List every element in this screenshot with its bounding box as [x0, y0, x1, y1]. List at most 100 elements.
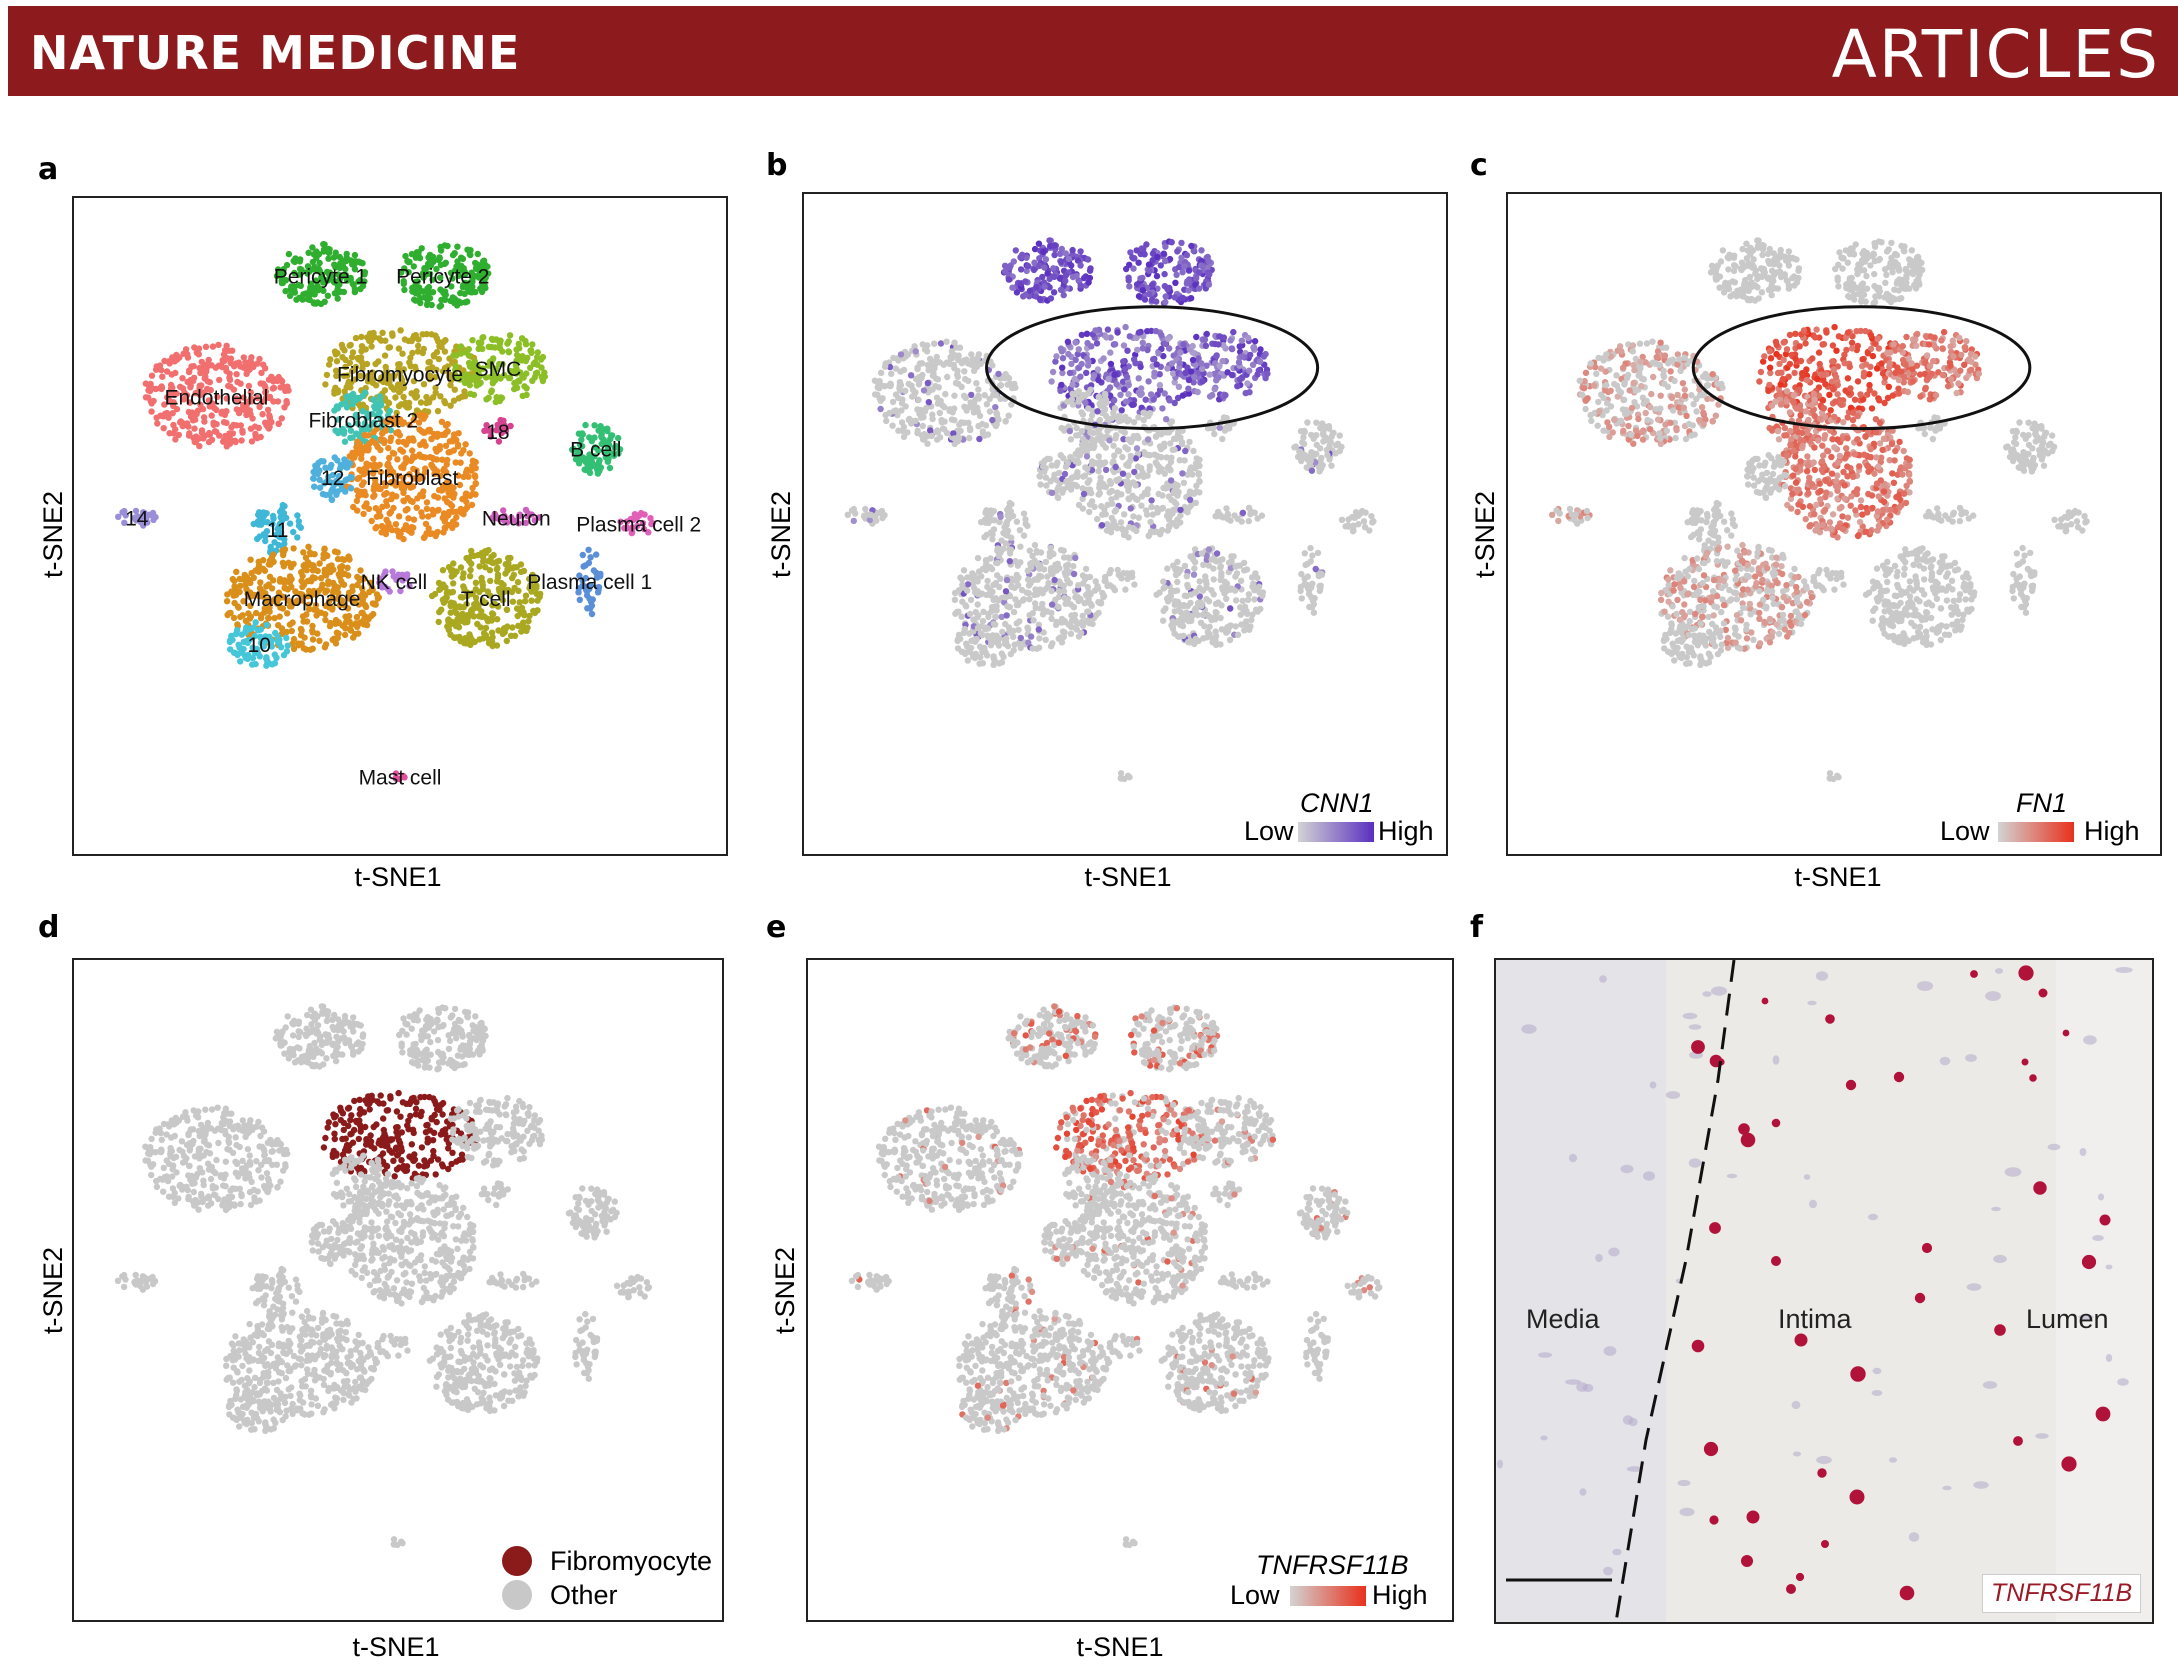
cell-point [1101, 573, 1109, 581]
cell-point [262, 537, 269, 545]
cell-point [1161, 270, 1168, 278]
cell-point [398, 401, 405, 408]
cell-point [370, 455, 377, 462]
cell-point [1187, 612, 1194, 619]
cell-point [1114, 566, 1121, 574]
cell-point [479, 365, 487, 372]
cell-point [177, 419, 184, 426]
cell-point [1026, 596, 1033, 603]
cell-point [582, 574, 589, 582]
cell-point [388, 479, 396, 487]
cell-point [1084, 583, 1091, 591]
cell-point [516, 599, 523, 606]
cell-point [1125, 472, 1132, 479]
cell-point [1072, 356, 1079, 364]
cell-point [447, 609, 454, 616]
cell-point [993, 409, 1000, 416]
cell-point [1206, 271, 1213, 278]
cell-point [325, 246, 332, 253]
cell-point [1081, 472, 1089, 479]
cell-point [1078, 441, 1086, 448]
cell-point [1025, 626, 1032, 633]
tsne-scatter-b [844, 237, 1377, 783]
cell-point [472, 458, 479, 466]
cell-point [1190, 373, 1198, 380]
cell-point [579, 431, 586, 438]
cell-point [294, 534, 301, 541]
cell-point [1040, 248, 1047, 256]
cell-point [1065, 621, 1072, 628]
cell-point [374, 595, 382, 602]
cell-point [1191, 546, 1199, 553]
cell-point [283, 628, 290, 636]
cell-point [1134, 463, 1142, 470]
cell-point [1151, 451, 1158, 458]
cell-point [1122, 586, 1129, 593]
cell-point [505, 348, 512, 355]
cell-point [401, 336, 409, 343]
cell-point [494, 421, 501, 429]
cell-point [1073, 626, 1080, 633]
cell-point [959, 598, 966, 605]
cell-point [381, 439, 388, 446]
cell-point [415, 419, 423, 426]
cell-point [420, 488, 427, 495]
cell-point [990, 596, 997, 603]
cell-point [1125, 277, 1132, 284]
cell-point [1300, 440, 1308, 447]
cell-point [482, 284, 489, 292]
cell-point [1065, 554, 1072, 561]
cell-point [502, 561, 509, 568]
cell-point [194, 407, 202, 414]
cell-point [1073, 483, 1081, 490]
cell-point [1127, 505, 1134, 512]
cell-point [475, 613, 483, 620]
cluster-label: NK cell [361, 571, 428, 594]
cell-point [897, 381, 905, 389]
cell-point [454, 443, 462, 450]
cell-point [1167, 477, 1175, 484]
cell-point [414, 342, 422, 350]
cell-point [1057, 286, 1065, 293]
cell-point [596, 572, 603, 580]
cell-point [437, 302, 445, 309]
panel-label-c: c [1470, 148, 1488, 183]
cell-point [951, 440, 958, 447]
cell-point [963, 603, 970, 610]
cell-point [482, 274, 489, 282]
cell-point [169, 384, 176, 392]
cell-point [1078, 618, 1085, 626]
cell-point [399, 480, 406, 487]
cell-point [500, 588, 508, 595]
cell-point [1068, 360, 1075, 368]
cell-point [1167, 419, 1174, 427]
cell-point [230, 649, 238, 656]
cell-point [1355, 521, 1362, 528]
cell-point [1342, 523, 1349, 530]
cell-point [410, 377, 418, 385]
cell-point [1254, 515, 1261, 522]
cell-point [345, 378, 352, 386]
cell-point [526, 612, 533, 620]
cell-point [448, 567, 455, 575]
cell-point [1039, 611, 1047, 618]
cell-point [482, 374, 490, 381]
cell-point [501, 372, 508, 379]
cell-point [1179, 269, 1186, 276]
cell-point [510, 571, 517, 579]
cell-point [183, 392, 191, 399]
cell-point [1106, 570, 1113, 577]
cell-point [1220, 414, 1228, 421]
cell-point [320, 241, 327, 248]
cell-point [374, 404, 382, 411]
cell-point [970, 616, 977, 623]
cell-point [898, 407, 905, 414]
cell-point [1232, 623, 1239, 630]
cell-point [1037, 586, 1044, 593]
cell-point [200, 435, 207, 442]
cell-point [386, 374, 393, 381]
cell-point [371, 492, 378, 499]
cell-point [932, 382, 939, 390]
cell-point [1184, 278, 1191, 285]
cell-point [1069, 246, 1076, 254]
